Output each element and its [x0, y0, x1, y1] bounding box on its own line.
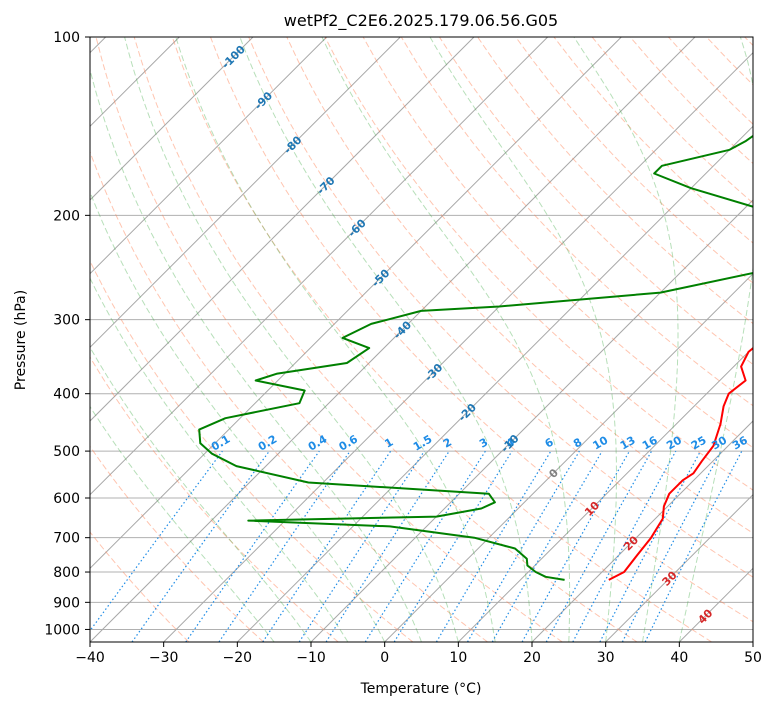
- isotherm-line: [90, 37, 401, 349]
- y-tick-label: 100: [53, 30, 80, 46]
- dry-adiabat: [438, 37, 753, 366]
- dry-adiabat: [90, 356, 339, 642]
- dry-adiabat: [90, 445, 264, 642]
- y-tick-label: 700: [53, 531, 80, 547]
- x-tick-label: 20: [523, 650, 541, 666]
- mixing-ratio-line: [644, 450, 743, 642]
- isotherm-line: [605, 493, 753, 642]
- isotherm-line: [310, 199, 753, 642]
- mixing-ratio-line: [262, 450, 392, 642]
- moist-adiabat: [90, 405, 275, 642]
- mixing-ratio-line: [218, 450, 351, 642]
- isotherm-line: [236, 125, 753, 642]
- dry-adiabat: [248, 37, 753, 578]
- plot-frame: [89, 36, 754, 643]
- moist-adiabat: [90, 67, 422, 642]
- y-tick-label: 600: [53, 491, 80, 507]
- y-tick-label: 1000: [44, 622, 80, 638]
- y-tick-label: 800: [53, 565, 80, 581]
- moist-adiabat: [90, 277, 349, 642]
- x-tick-label: 10: [449, 650, 467, 666]
- dry-adiabat: [90, 259, 414, 642]
- isotherm-line: [531, 420, 753, 642]
- x-axis-label: Temperature (°C): [360, 681, 482, 697]
- dry-adiabat: [515, 37, 753, 284]
- x-tick-label: −40: [75, 650, 105, 666]
- moist-adiabat: [678, 37, 753, 642]
- isotherm-line: [163, 51, 753, 642]
- x-tick-label: −30: [149, 650, 179, 666]
- chart-title: wetPf2_C2E6.2025.179.06.56.G05: [284, 11, 558, 31]
- isotherm-line: [90, 37, 549, 496]
- mixing-ratio-line: [572, 450, 677, 642]
- x-tick-label: 0: [380, 650, 389, 666]
- mixing-ratio-line: [545, 450, 653, 642]
- y-tick-label: 300: [53, 313, 80, 329]
- y-tick-label: 200: [53, 208, 80, 224]
- moist-adiabat: [239, 37, 533, 642]
- moist-adiabat: [90, 346, 312, 642]
- isotherm-line: [90, 37, 622, 570]
- y-tick-label: 400: [53, 387, 80, 403]
- moist-adiabat: [573, 37, 679, 642]
- dewpoint-profile-line: [198, 134, 753, 581]
- y-tick-label: 500: [53, 444, 80, 460]
- isotherm-line: [457, 346, 753, 642]
- y-axis-label: Pressure (hPa): [13, 290, 29, 390]
- moist-adiabat: [90, 190, 386, 642]
- temperature-profile-line: [608, 346, 753, 581]
- isotherm-line: [90, 37, 254, 201]
- dry-adiabat: [133, 37, 638, 642]
- isotherm-line: [90, 37, 696, 642]
- mixing-ratio-line: [298, 450, 425, 642]
- dry-adiabat: [286, 37, 753, 534]
- mixing-ratio-line: [131, 450, 270, 642]
- isotherm-line: [90, 37, 475, 422]
- dry-adiabat: [210, 37, 753, 623]
- moist-adiabat: [175, 37, 496, 642]
- moist-adiabat: [321, 37, 571, 642]
- x-tick-label: 30: [597, 650, 615, 666]
- x-tick-label: −10: [296, 650, 326, 666]
- x-tick-label: 50: [744, 650, 762, 666]
- mixing-ratio-line: [325, 450, 450, 642]
- dry-adiabat: [171, 37, 712, 642]
- x-tick-label: −20: [223, 650, 253, 666]
- dry-adiabat: [90, 531, 190, 642]
- isotherm-line: [90, 37, 328, 275]
- mixing-ratio-line: [521, 450, 631, 642]
- moist-adiabat: [429, 37, 617, 642]
- dry-adiabat: [400, 37, 753, 407]
- x-tick-label: 40: [670, 650, 688, 666]
- dry-adiabat: [90, 150, 488, 642]
- y-tick-label: 900: [53, 595, 80, 611]
- mixing-ratio-line: [90, 450, 223, 632]
- mixing-ratio-line: [185, 450, 320, 642]
